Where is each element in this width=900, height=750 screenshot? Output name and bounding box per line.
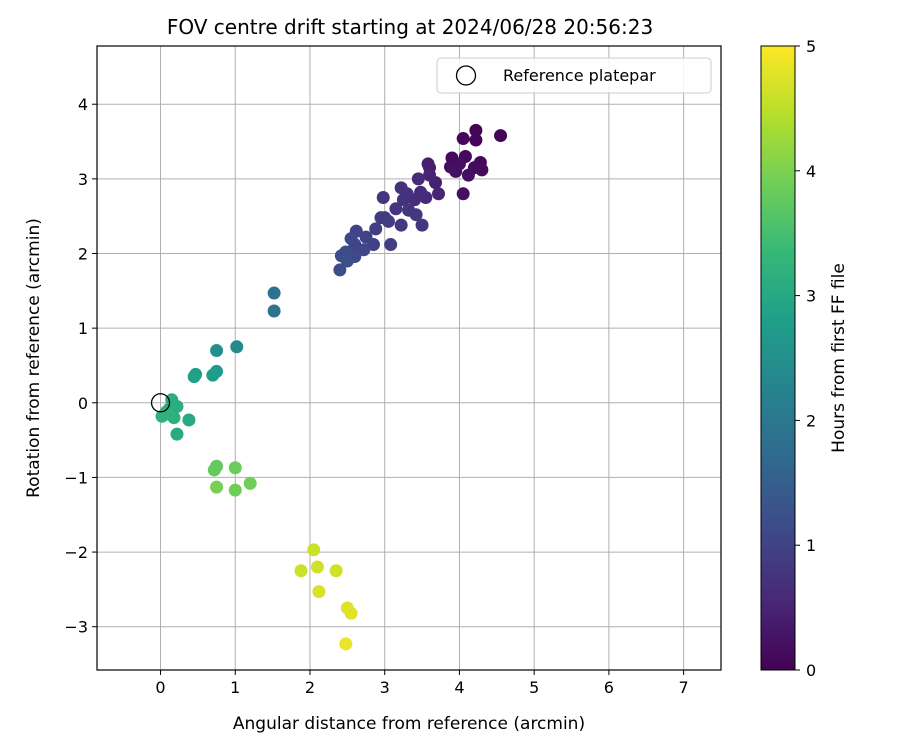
data-point: [384, 238, 398, 252]
data-point: [228, 483, 242, 497]
data-point: [409, 208, 423, 222]
colorbar-label: Hours from first FF file: [829, 263, 849, 453]
data-point: [456, 187, 470, 201]
colorbar-tick-label: 2: [806, 411, 816, 430]
data-point: [396, 193, 410, 207]
y-tick-label: −3: [64, 618, 88, 637]
data-point: [340, 254, 354, 268]
y-tick-label: −1: [64, 468, 88, 487]
data-point: [423, 168, 437, 182]
colorbar-frame: [760, 45, 796, 671]
colorbar-tick-label: 0: [806, 661, 816, 680]
colorbar: [761, 46, 795, 670]
y-tick-label: 2: [78, 245, 88, 264]
y-axis-label: Rotation from reference (arcmin): [24, 218, 44, 498]
data-point: [344, 606, 358, 620]
data-point: [243, 476, 257, 490]
data-point: [432, 187, 446, 201]
data-point: [230, 340, 244, 354]
data-point: [161, 407, 175, 421]
data-point: [389, 202, 403, 216]
legend-marker-circle: [455, 65, 477, 86]
data-point: [381, 214, 395, 228]
data-point: [329, 564, 343, 578]
plot-frame: [96, 45, 722, 671]
data-point: [310, 560, 324, 574]
colorbar-tick-label: 3: [806, 287, 816, 306]
data-point: [182, 413, 196, 427]
x-tick-label: 2: [305, 678, 315, 697]
data-point: [210, 344, 224, 358]
x-tick-label: 0: [155, 678, 165, 697]
legend-box: [436, 57, 712, 94]
data-point: [421, 157, 435, 171]
y-tick-label: 3: [78, 170, 88, 189]
legend: Reference platepar: [436, 57, 712, 94]
x-tick-label: 6: [604, 678, 614, 697]
data-point: [461, 168, 475, 182]
data-point: [344, 232, 358, 246]
y-tick-label: −2: [64, 543, 88, 562]
data-point: [394, 218, 408, 232]
colorbar-tick-label: 4: [806, 162, 816, 181]
x-axis-ticks: 0 1 2 3 4 5 6 7: [155, 670, 689, 697]
y-tick-label: 4: [78, 95, 88, 114]
data-point: [312, 585, 326, 599]
data-point: [206, 368, 220, 382]
data-point: [469, 133, 483, 147]
data-point: [210, 480, 224, 494]
reference-point-marker: [150, 393, 171, 413]
x-tick-label: 1: [230, 678, 240, 697]
data-point: [307, 543, 321, 557]
x-tick-label: 7: [679, 678, 689, 697]
chart-title: FOV centre drift starting at 2024/06/28 …: [167, 15, 653, 39]
x-axis-label: Angular distance from reference (arcmin): [233, 714, 585, 734]
colorbar-ticks: 0 1 2 3 4 5: [795, 37, 816, 680]
data-points: [150, 123, 508, 651]
x-tick-label: 5: [529, 678, 539, 697]
data-point: [449, 164, 463, 178]
data-point: [359, 230, 373, 244]
data-point: [207, 463, 221, 477]
data-point: [376, 191, 390, 205]
data-point: [294, 564, 308, 578]
x-tick-label: 4: [454, 678, 464, 697]
data-point: [415, 218, 429, 232]
y-tick-label: 1: [78, 319, 88, 338]
data-point: [267, 304, 281, 318]
colorbar-tick-label: 1: [806, 536, 816, 555]
data-point: [228, 461, 242, 475]
y-axis-ticks: −3 −2 −1 0 1 2 3 4: [64, 95, 97, 637]
data-point: [339, 637, 353, 651]
data-point: [170, 427, 184, 441]
data-point: [369, 222, 383, 236]
data-point: [333, 263, 347, 277]
data-point: [267, 286, 281, 300]
grid-lines: [97, 46, 721, 670]
data-point: [394, 181, 408, 195]
colorbar-tick-label: 5: [806, 37, 816, 56]
data-point: [187, 370, 201, 384]
legend-label-reference: Reference platepar: [503, 66, 656, 85]
x-tick-label: 3: [380, 678, 390, 697]
data-point: [411, 172, 425, 186]
data-point: [469, 123, 483, 137]
data-point: [494, 129, 508, 143]
data-point: [456, 132, 470, 146]
y-tick-label: 0: [78, 394, 88, 413]
data-point: [357, 243, 371, 257]
